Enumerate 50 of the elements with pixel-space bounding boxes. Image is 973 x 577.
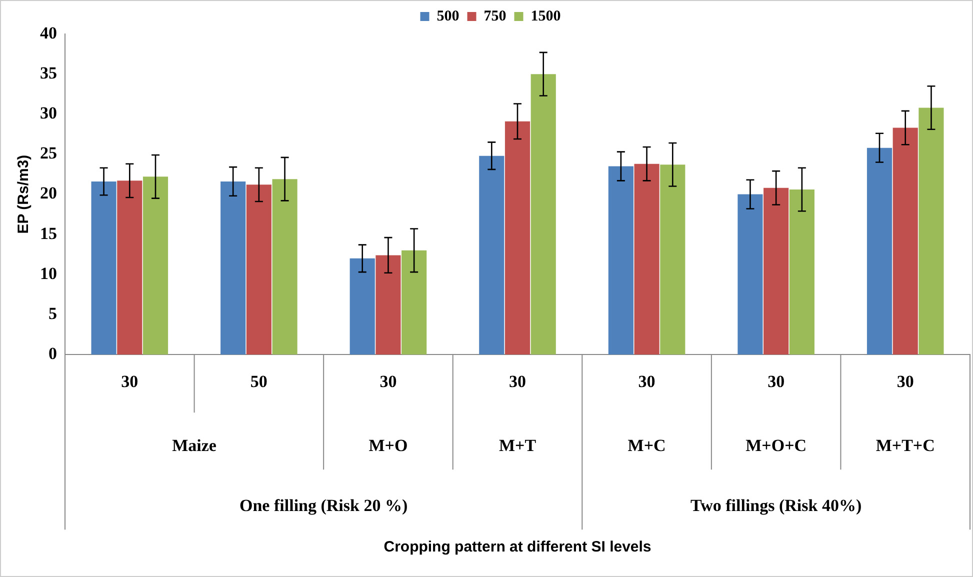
x-tick-label: 30: [768, 372, 785, 392]
y-tick-label: 40: [40, 23, 57, 42]
y-tick-label: 10: [40, 264, 57, 283]
bar: [246, 184, 272, 355]
x-tick-label: 30: [121, 372, 138, 392]
bar: [504, 121, 530, 355]
text: M+C: [628, 436, 666, 455]
y-tick-label: 0: [48, 344, 57, 363]
bar: [117, 180, 142, 355]
bar: [892, 128, 918, 355]
bar: [918, 108, 944, 355]
text: M+T+C: [876, 436, 935, 455]
text: Maize: [172, 436, 217, 455]
text: One filling (Risk 20 %): [240, 496, 408, 515]
bar: [634, 164, 660, 355]
bar: [866, 148, 892, 355]
y-tick-label: 15: [40, 224, 57, 243]
x-tick-label: 30: [638, 372, 656, 392]
bar: [91, 181, 116, 355]
legend-label: 500: [436, 8, 460, 24]
legend-label: 750: [484, 8, 506, 24]
bar: [764, 188, 789, 355]
bar: [142, 176, 168, 355]
text: M+O: [368, 436, 408, 455]
y-tick-label: 35: [40, 63, 57, 82]
bar: [789, 189, 814, 355]
bar: [220, 181, 246, 355]
y-tick-label: 5: [48, 304, 57, 323]
bar: [402, 250, 427, 355]
bar: [530, 74, 556, 355]
x-tick-label: 50: [250, 372, 268, 392]
x-tick-label: 30: [896, 372, 914, 392]
bar: [608, 166, 634, 355]
bar: [272, 179, 298, 355]
text: Two fillings (Risk 40%): [690, 496, 862, 515]
bar: [376, 255, 401, 355]
text: M+T: [498, 436, 537, 455]
bar: [479, 156, 504, 355]
bar: [350, 258, 375, 355]
y-tick-label: 30: [40, 104, 57, 123]
x-tick-label: 30: [509, 372, 526, 392]
x-tick-label: 30: [380, 372, 397, 392]
y-axis-title: EP (Rs/m3): [15, 154, 32, 234]
y-tick-label: 25: [40, 144, 57, 163]
legend-label: 1500: [530, 8, 561, 24]
text: M+O+C: [746, 436, 807, 455]
bar: [660, 164, 686, 355]
text: Cropping pattern at different SI levels: [384, 538, 652, 556]
bar: [738, 194, 763, 355]
y-tick-label: 20: [40, 184, 57, 203]
